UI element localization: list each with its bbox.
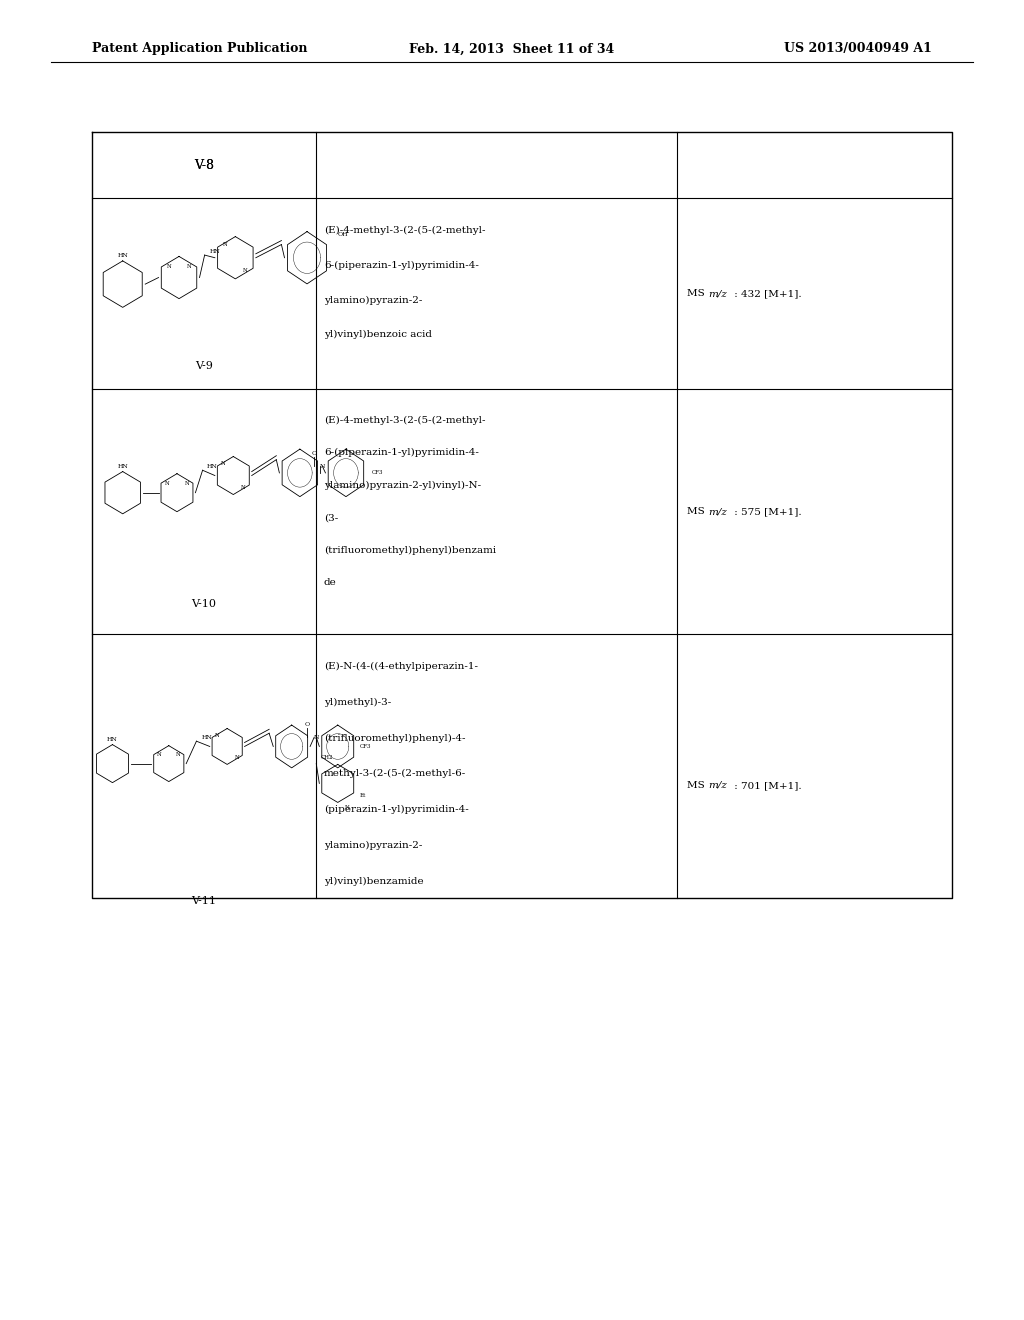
Text: HN: HN [202, 735, 212, 739]
Text: V-10: V-10 [191, 599, 216, 610]
Text: Patent Application Publication: Patent Application Publication [92, 42, 307, 55]
Text: (3-: (3- [324, 513, 338, 523]
Text: 6-(piperazin-1-yl)pyrimidin-4-: 6-(piperazin-1-yl)pyrimidin-4- [324, 447, 479, 457]
Text: N: N [221, 461, 225, 466]
Text: N: N [313, 735, 318, 739]
Text: methyl-3-(2-(5-(2-methyl-6-: methyl-3-(2-(5-(2-methyl-6- [324, 770, 466, 779]
Text: MS: MS [687, 507, 709, 516]
Text: N: N [184, 480, 189, 486]
Text: 6-(piperazin-1-yl)pyrimidin-4-: 6-(piperazin-1-yl)pyrimidin-4- [324, 260, 479, 269]
Text: (E)-4-methyl-3-(2-(5-(2-methyl-: (E)-4-methyl-3-(2-(5-(2-methyl- [324, 416, 485, 425]
Text: N: N [345, 805, 349, 809]
Text: V-11: V-11 [191, 896, 216, 906]
Text: ylamino)pyrazin-2-: ylamino)pyrazin-2- [324, 296, 422, 305]
Text: CF3: CF3 [372, 470, 383, 475]
Text: de: de [324, 578, 337, 587]
Text: ylamino)pyrazin-2-yl)vinyl)-N-: ylamino)pyrazin-2-yl)vinyl)-N- [324, 480, 481, 490]
Text: : 575 [M+1].: : 575 [M+1]. [731, 507, 802, 516]
Text: (E)-N-(4-((4-ethylpiperazin-1-: (E)-N-(4-((4-ethylpiperazin-1- [324, 663, 478, 672]
Text: (E)-4-methyl-3-(2-(5-(2-methyl-: (E)-4-methyl-3-(2-(5-(2-methyl- [324, 226, 485, 235]
Text: N: N [176, 752, 181, 758]
Text: HN: HN [118, 253, 128, 257]
Text: N: N [319, 463, 325, 469]
Text: m/z: m/z [708, 507, 727, 516]
Text: OH: OH [338, 232, 348, 236]
Text: N: N [157, 752, 162, 758]
Text: O: O [304, 722, 309, 726]
Text: N: N [244, 268, 248, 273]
Text: V-9: V-9 [195, 362, 213, 371]
Text: CH2: CH2 [321, 755, 333, 759]
Text: N: N [241, 484, 246, 490]
Text: HN: HN [108, 738, 118, 742]
Text: : 432 [M+1].: : 432 [M+1]. [731, 289, 802, 298]
Text: (trifluoromethyl)phenyl)-4-: (trifluoromethyl)phenyl)-4- [324, 734, 466, 743]
Text: Et: Et [359, 793, 366, 797]
Text: m/z: m/z [708, 289, 727, 298]
Text: Feb. 14, 2013  Sheet 11 of 34: Feb. 14, 2013 Sheet 11 of 34 [410, 42, 614, 55]
Text: HN: HN [210, 248, 220, 253]
Text: : 701 [M+1].: : 701 [M+1]. [731, 781, 802, 789]
Text: ylamino)pyrazin-2-: ylamino)pyrazin-2- [324, 841, 422, 850]
Text: N: N [165, 480, 169, 486]
Text: yl)vinyl)benzamide: yl)vinyl)benzamide [324, 876, 424, 886]
Text: V-8: V-8 [194, 158, 214, 172]
Text: N: N [223, 242, 227, 247]
Text: CF3: CF3 [359, 744, 371, 748]
Text: HN: HN [207, 463, 217, 469]
Text: yl)vinyl)benzoic acid: yl)vinyl)benzoic acid [324, 330, 432, 339]
Text: MS: MS [687, 781, 709, 789]
Text: MS: MS [687, 289, 709, 298]
Text: N: N [234, 755, 240, 760]
Text: N: N [215, 733, 220, 738]
Text: V-8: V-8 [194, 158, 214, 172]
Text: (piperazin-1-yl)pyrimidin-4-: (piperazin-1-yl)pyrimidin-4- [324, 805, 469, 814]
Text: N: N [187, 264, 191, 269]
Text: m/z: m/z [708, 781, 727, 789]
Text: yl)methyl)-3-: yl)methyl)-3- [324, 698, 391, 708]
Text: O: O [311, 450, 316, 455]
Text: HN: HN [118, 463, 128, 469]
Text: N: N [167, 264, 171, 269]
Text: US 2013/0040949 A1: US 2013/0040949 A1 [784, 42, 932, 55]
Text: (trifluoromethyl)phenyl)benzami: (trifluoromethyl)phenyl)benzami [324, 545, 496, 554]
